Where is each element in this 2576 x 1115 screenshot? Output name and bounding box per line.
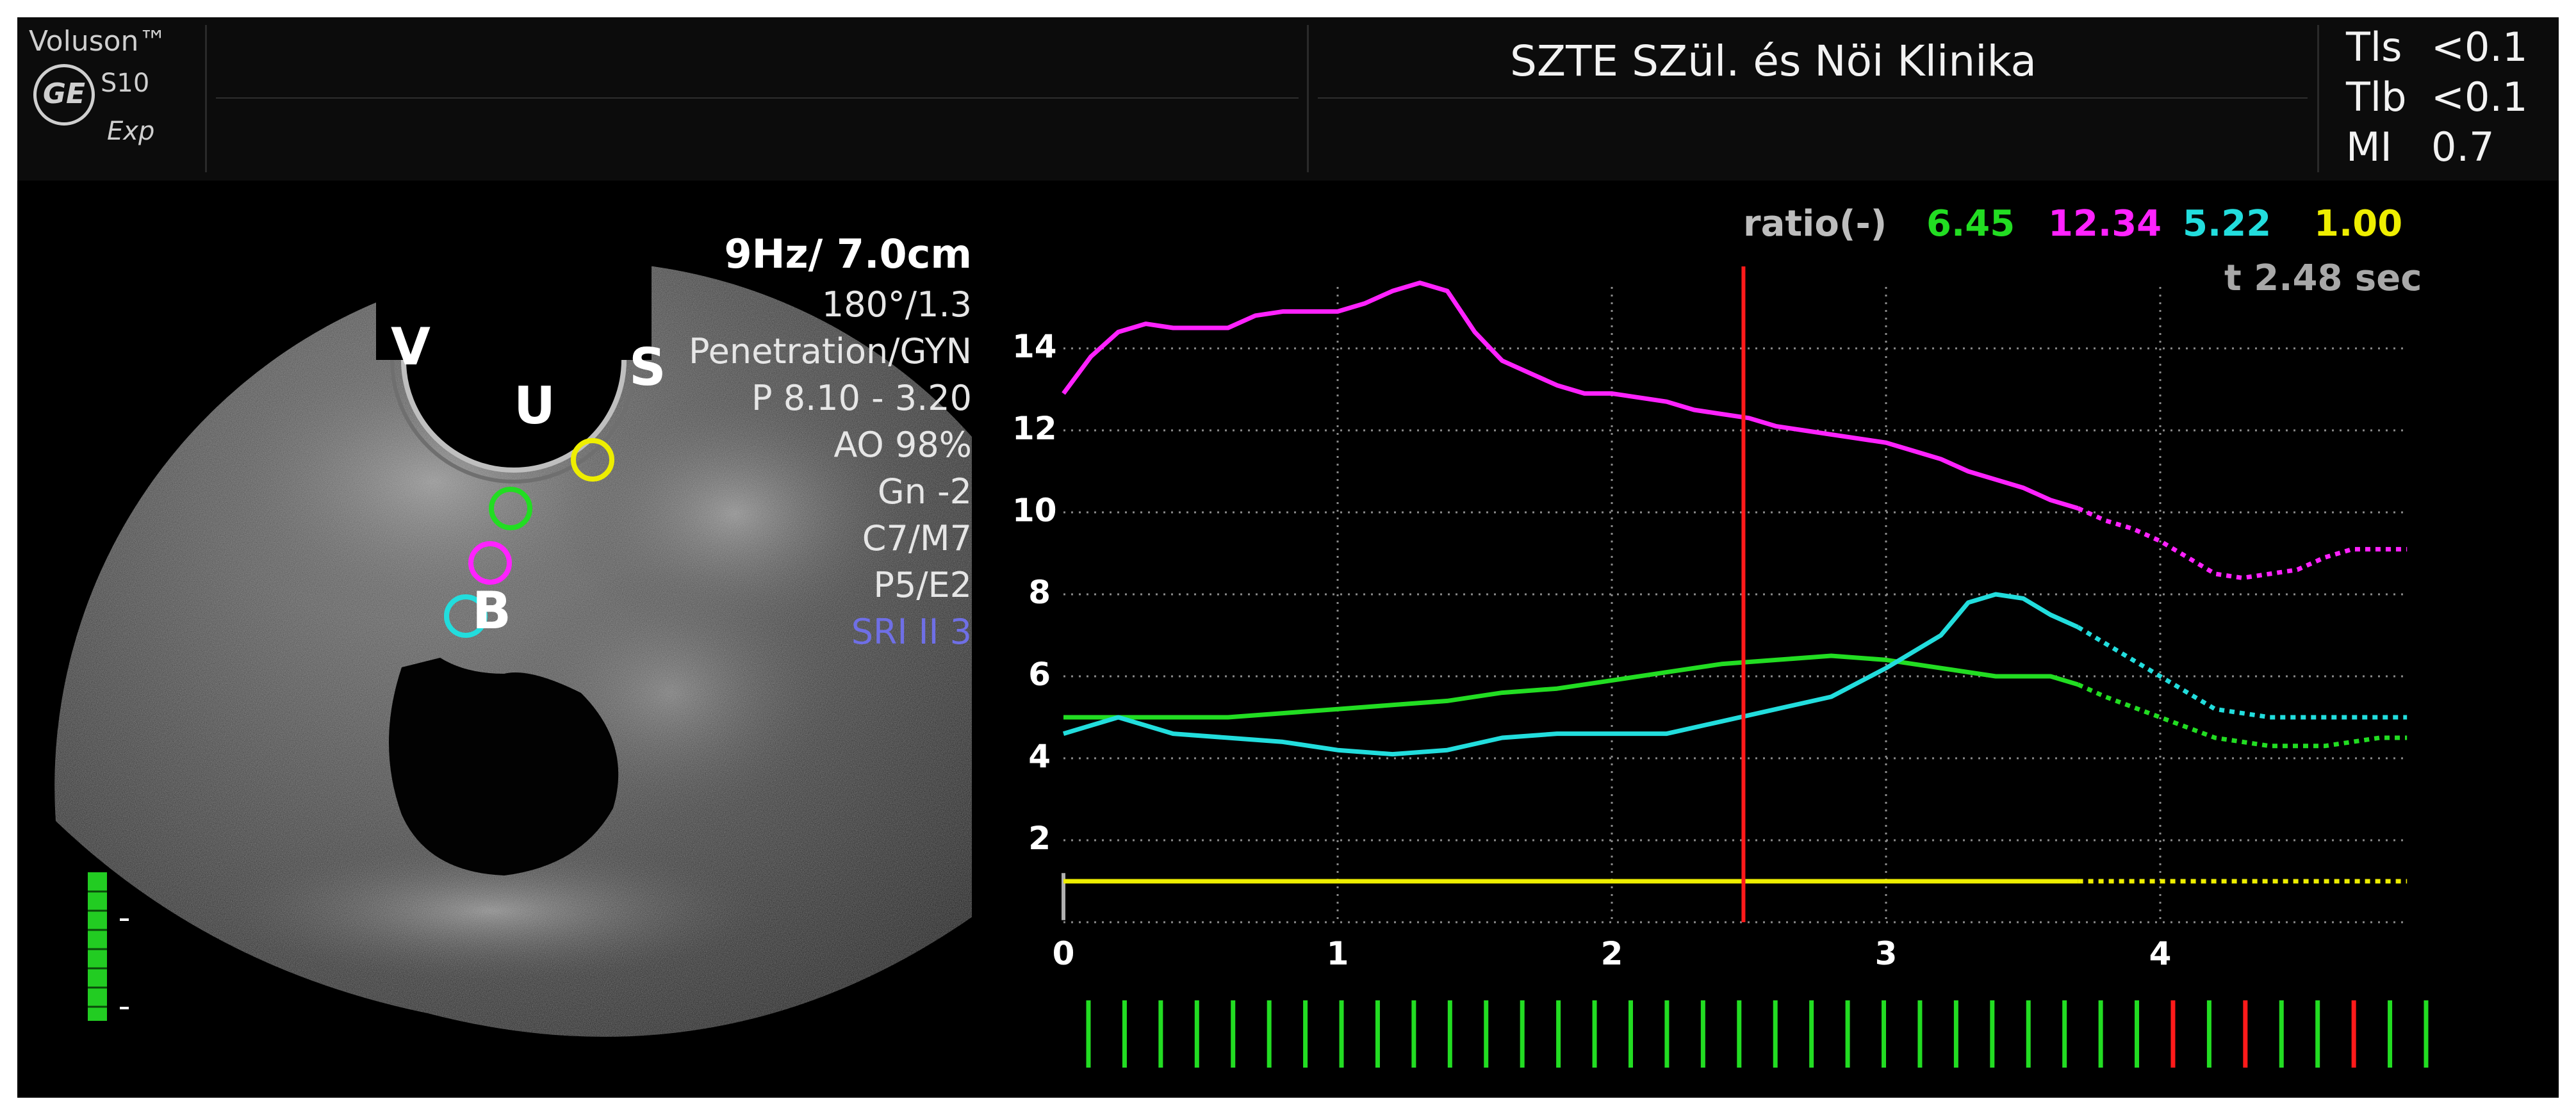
ratio-value-green: 6.45: [1926, 203, 2015, 245]
roi-magenta-circle: [468, 541, 512, 585]
param-freq-depth: 9Hz/ 7.0cm: [724, 231, 972, 277]
x-tick-label: 4: [2149, 935, 2172, 972]
param-ao: AO 98%: [833, 425, 972, 465]
brand-sub: Exp: [107, 117, 155, 146]
y-tick-label: 4: [1028, 738, 1051, 775]
ge-logo-icon: GE: [33, 64, 95, 126]
series-line-0-dotted: [2077, 506, 2408, 580]
x-tick-label: 3: [1875, 935, 1898, 972]
param-gain: Gn -2: [877, 471, 972, 512]
safety-tis-value: <0.1: [2431, 24, 2528, 70]
series-line-1-dotted: [2077, 682, 2408, 749]
y-tick-label: 2: [1028, 820, 1051, 857]
ratio-time-chart: [1062, 266, 2429, 1068]
roi-cyan-circle: [444, 594, 488, 638]
y-tick-label: 8: [1028, 574, 1051, 611]
label-b: B: [472, 581, 511, 640]
series-line-0-solid: [1062, 281, 2079, 510]
ultrasound-image: [54, 181, 972, 1037]
y-tick-label: 6: [1028, 656, 1051, 693]
ratio-value-magenta: 12.34: [2048, 203, 2162, 245]
roi-yellow-circle: [571, 438, 614, 482]
series-line-2-dotted: [2076, 625, 2408, 720]
series-line-2-solid: [1062, 592, 2080, 757]
ratio-value-yellow: 1.00: [2314, 203, 2403, 245]
header-line: [1318, 97, 2308, 99]
x-tick-label: 1: [1326, 935, 1349, 972]
brand-model: S10: [101, 69, 150, 98]
series-line-1-solid: [1063, 653, 2079, 720]
x-tick-label: 2: [1600, 935, 1623, 972]
y-tick-label: 14: [1012, 328, 1057, 365]
label-v: V: [391, 317, 431, 377]
header-line: [216, 97, 1299, 99]
gain-bar: [88, 872, 107, 1021]
ratio-label: ratio(-): [1743, 203, 1887, 245]
safety-tis-label: Tls: [2346, 24, 2402, 70]
safety-mi-value: 0.7: [2431, 124, 2495, 170]
header-bar: Voluson™ GE S10 Exp SZTE SZül. és Nöi Kl…: [17, 17, 2559, 181]
param-pe: P5/E2: [873, 565, 972, 605]
safety-mi-label: MI: [2346, 124, 2392, 170]
y-tick-label: 12: [1012, 410, 1057, 447]
param-sri: SRI II 3: [851, 612, 972, 652]
param-angle: 180°/1.3: [821, 284, 972, 325]
roi-green-circle: [489, 487, 532, 530]
safety-tib-value: <0.1: [2431, 74, 2528, 120]
param-mode: Penetration/GYN: [689, 331, 972, 371]
brand-name: Voluson™: [29, 25, 167, 58]
ultrasound-screen: Voluson™ GE S10 Exp SZTE SZül. és Nöi Kl…: [17, 17, 2559, 1098]
header-divider: [1307, 25, 1309, 172]
clinic-name: SZTE SZül. és Nöi Klinika: [1510, 37, 2037, 86]
label-u: U: [514, 376, 555, 435]
param-cm: C7/M7: [862, 518, 972, 558]
x-tick-label: 0: [1052, 935, 1075, 972]
label-s: S: [629, 338, 666, 397]
safety-tib-label: Tlb: [2346, 74, 2407, 120]
ratio-value-cyan: 5.22: [2183, 203, 2272, 245]
header-divider: [205, 25, 207, 172]
y-tick-label: 10: [1012, 492, 1057, 529]
param-power: P 8.10 - 3.20: [751, 378, 972, 418]
header-divider: [2317, 25, 2319, 172]
time-readout: t 2.48 sec: [2224, 257, 2422, 299]
